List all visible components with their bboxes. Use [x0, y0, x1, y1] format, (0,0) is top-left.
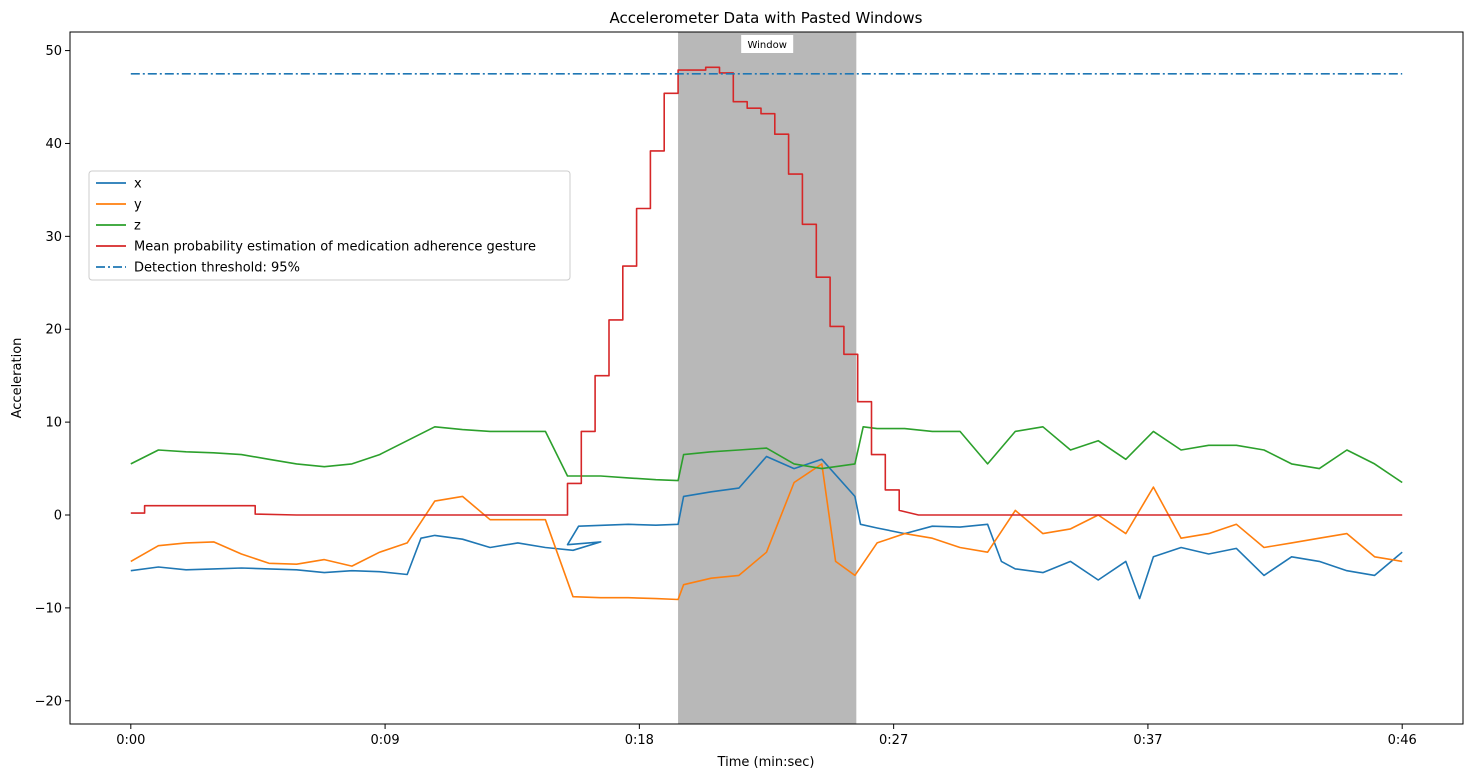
x-tick-label: 0:27: [879, 733, 908, 748]
plot-frame: [69, 31, 1464, 725]
legend-entries: xyz Mean probability estimation of medica…: [96, 177, 536, 276]
y-tick-label: −20: [35, 694, 62, 709]
legend-label: y: [134, 198, 142, 213]
window-label-box: [741, 35, 794, 53]
chart-title: Accelerometer Data with Pasted Windows: [610, 9, 923, 27]
legend-label: Detection threshold: 95%: [134, 261, 300, 276]
x-tick-label: 0:37: [1133, 733, 1162, 748]
tick-layer: 0:00 0:09 0:18 0:27 0:37 0:46 −20 −10 0 10 20 30 40 5…: [35, 44, 1417, 748]
series-y-line: [130, 463, 1403, 601]
y-axis-label: Acceleration: [10, 338, 25, 419]
y-tick-label: 30: [45, 230, 62, 245]
x-tick-label: 0:18: [625, 733, 654, 748]
x-tick-label: 0:46: [1388, 733, 1417, 748]
y-tick-label: 10: [45, 416, 62, 431]
series-x-line: [130, 455, 1403, 600]
series-probability-line: [130, 66, 1403, 516]
legend-box: [88, 170, 571, 281]
x-axis-label: Time (min:sec): [717, 755, 815, 770]
y-tick-label: −10: [35, 601, 62, 616]
series-z-line: [130, 426, 1403, 484]
legend-label: Mean probability estimation of medicatio…: [134, 240, 536, 255]
window-region-layer: Window: [678, 32, 857, 724]
y-tick-label: 50: [45, 44, 62, 59]
y-tick-label: 40: [45, 137, 62, 152]
y-tick-label: 20: [45, 323, 62, 338]
legend-label: x: [134, 177, 142, 192]
window-region: [678, 32, 857, 724]
window-label: Window: [747, 40, 786, 51]
series-layer: [130, 66, 1403, 601]
legend: xyz Mean probability estimation of medica…: [88, 170, 571, 281]
y-tick-label: 0: [54, 509, 62, 524]
legend-label: z: [134, 219, 141, 234]
x-tick-label: 0:00: [116, 733, 145, 748]
x-tick-label: 0:09: [370, 733, 399, 748]
